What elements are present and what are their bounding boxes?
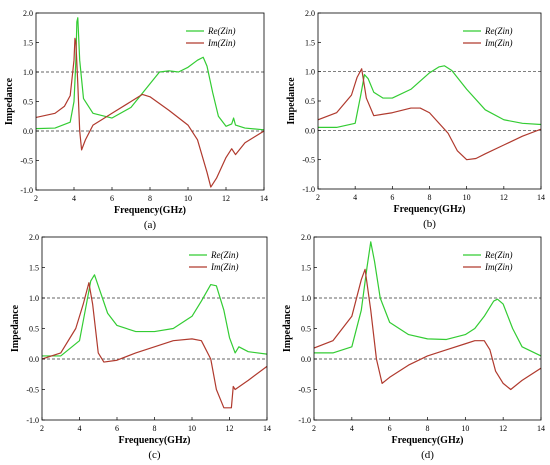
legend-label: Re(Zin) [207,26,236,36]
y-tick-label: 1.0 [23,68,33,77]
y-tick-label: 0.5 [305,97,315,106]
y-tick-label: 0.5 [29,325,39,334]
x-axis-title: Frequency(GHz) [391,435,463,446]
x-tick-label: 10 [461,424,469,433]
series-line-im [318,68,541,161]
y-tick-label: -1.0 [20,186,33,195]
y-tick-label: -0.5 [20,157,33,166]
legend-label: Re(Zin) [484,26,513,36]
x-axis-title: Frequency(GHz) [118,435,190,446]
x-tick-label: 2 [316,193,320,202]
x-tick-label: 8 [148,194,152,203]
x-tick-label: 2 [312,424,316,433]
y-tick-label: 0.0 [23,127,33,136]
series-line-im [36,37,264,188]
y-axis-title: Impedance [4,77,15,125]
y-tick-label: -0.5 [298,386,311,395]
y-axis-title: Impedance [10,304,21,352]
series-line-re [314,241,541,357]
x-tick-label: 14 [537,193,545,202]
y-tick-label: 0.0 [29,355,39,364]
panel-label: (b) [423,218,436,230]
legend-label: Re(Zin) [484,250,513,260]
y-tick-label: -1.0 [302,185,315,194]
x-tick-label: 6 [390,193,394,202]
x-tick-label: 12 [499,424,507,433]
series-line-re [42,274,267,357]
panel-label: (a) [144,219,157,231]
x-axis-title: Frequency(GHz) [393,204,465,215]
x-axis-title: Frequency(GHz) [114,205,186,216]
x-tick-label: 6 [388,424,392,433]
y-tick-label: -1.0 [26,416,39,425]
y-tick-label: 2.0 [301,233,311,242]
chart-panel-1: 2 4 6 8 10 12 14 -1.0 -0.5 0.0 0.5 1.0 1.5 2.0 Frequen… [4,9,268,231]
legend-label: Im(Zin) [207,38,236,48]
y-tick-label: 1.5 [301,264,311,273]
x-tick-label: 6 [110,194,114,203]
y-axis-title: Impedance [286,77,297,125]
x-tick-label: 12 [222,194,230,203]
x-tick-label: 10 [184,194,192,203]
x-tick-label: 6 [115,424,119,433]
series-line-re [36,17,264,131]
x-tick-label: 14 [263,424,271,433]
x-tick-label: 10 [463,193,471,202]
chart-panel-4: 2 4 6 8 10 12 14 -1.0 -0.5 0.0 0.5 1.0 1.5 2.0 Frequen… [282,233,545,461]
x-tick-label: 14 [537,424,545,433]
chart-panel-3: 2 4 6 8 10 12 14 -1.0 -0.5 0.0 0.5 1.0 1.5 2.0 Frequen… [10,233,271,461]
panel-label: (c) [148,449,161,461]
x-tick-label: 4 [72,194,76,203]
y-tick-label: 2.0 [29,233,39,242]
x-tick-label: 14 [260,194,268,203]
x-tick-label: 4 [78,424,82,433]
y-tick-label: 2.0 [23,9,33,18]
y-tick-label: 1.0 [305,68,315,77]
y-tick-label: 2.0 [305,9,315,18]
y-tick-label: 1.0 [29,294,39,303]
panel-label: (d) [421,449,434,461]
x-tick-label: 4 [353,193,357,202]
y-tick-label: -0.5 [302,156,315,165]
legend-label: Im(Zin) [484,262,513,272]
y-tick-label: 1.0 [301,294,311,303]
x-tick-label: 4 [350,424,354,433]
series-line-im [42,282,267,409]
y-tick-label: -1.0 [298,416,311,425]
y-tick-label: 1.5 [23,39,33,48]
x-tick-label: 8 [428,193,432,202]
series-line-re [318,65,541,128]
legend-label: Im(Zin) [210,262,239,272]
y-tick-label: 0.0 [305,126,315,135]
x-tick-label: 2 [40,424,44,433]
y-tick-label: 0.5 [23,98,33,107]
legend-label: Re(Zin) [210,250,239,260]
x-tick-label: 12 [226,424,234,433]
y-axis-title: Impedance [282,304,293,352]
y-tick-label: 0.0 [301,355,311,364]
x-tick-label: 12 [500,193,508,202]
legend-label: Im(Zin) [484,38,513,48]
x-tick-label: 8 [153,424,157,433]
y-tick-label: 1.5 [305,38,315,47]
series-line-im [314,268,541,391]
chart-panel-2: 2 4 6 8 10 12 14 -1.0 -0.5 0.0 0.5 1.0 1.5 2.0 Frequen… [286,9,545,230]
x-tick-label: 10 [188,424,196,433]
y-tick-label: 0.5 [301,325,311,334]
y-tick-label: -0.5 [26,386,39,395]
x-tick-label: 2 [34,194,38,203]
x-tick-label: 8 [426,424,430,433]
y-tick-label: 1.5 [29,264,39,273]
